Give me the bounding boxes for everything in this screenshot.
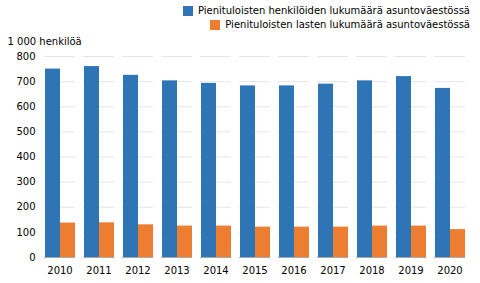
svg-text:2013: 2013	[164, 265, 189, 276]
svg-text:2017: 2017	[320, 265, 345, 276]
svg-text:100: 100	[16, 227, 35, 238]
svg-text:2011: 2011	[86, 265, 111, 276]
svg-text:0: 0	[29, 252, 35, 263]
svg-text:2010: 2010	[47, 265, 72, 276]
svg-text:500: 500	[16, 126, 35, 137]
svg-text:2015: 2015	[242, 265, 267, 276]
svg-text:700: 700	[16, 76, 35, 87]
svg-text:1 000 henkilöä: 1 000 henkilöä	[8, 36, 82, 47]
svg-text:400: 400	[16, 151, 35, 162]
svg-text:2018: 2018	[359, 265, 384, 276]
svg-text:2016: 2016	[281, 265, 306, 276]
svg-text:600: 600	[16, 101, 35, 112]
html-text:Pienituloisten henkilöiden luk: Pienituloisten henkilöiden lukumäärä asu…	[197, 5, 470, 16]
html-text:Pienituloisten lasten lukumäär: Pienituloisten lasten lukumäärä asuntovä…	[225, 19, 470, 30]
svg-text:2014: 2014	[203, 265, 228, 276]
svg-text:300: 300	[16, 176, 35, 187]
svg-text:800: 800	[16, 51, 35, 62]
svg-text:2012: 2012	[125, 265, 150, 276]
svg-text:200: 200	[16, 201, 35, 212]
svg-text:2020: 2020	[437, 265, 462, 276]
svg-text:2019: 2019	[398, 265, 423, 276]
